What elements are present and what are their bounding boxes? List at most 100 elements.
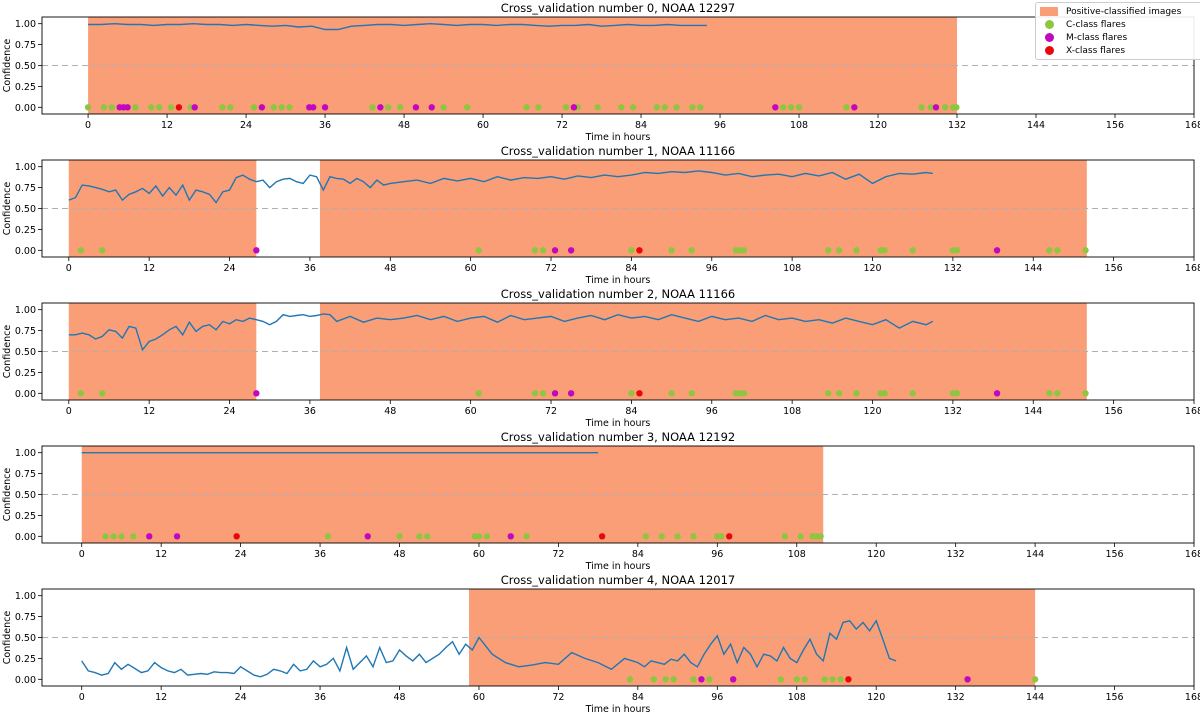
c-flare-point: [155, 104, 163, 111]
x-tick-label: 168: [1185, 406, 1200, 417]
x-axis-label: Time in hours: [585, 418, 651, 429]
c-flare-point: [688, 390, 695, 397]
x-tick-label: 132: [947, 692, 965, 703]
legend: Positive-classified images C-class flare…: [1035, 2, 1200, 60]
c-flare-point: [835, 390, 843, 397]
c-flare-point: [132, 104, 139, 111]
subplot-1: 0 12 24 36 48 60 72 84 96 108 120 132 144 156 168 0.00 0…: [2, 144, 1200, 286]
x-flare-point: [636, 247, 643, 254]
x-tick-label: 12: [143, 406, 155, 417]
x-tick-label: 144: [1024, 263, 1042, 274]
c-flare-point: [793, 676, 800, 683]
x-tick-label: 48: [384, 263, 396, 274]
y-tick-label: 1.00: [15, 305, 36, 316]
m-flare-point: [321, 104, 329, 111]
x-tick-label: 12: [155, 549, 167, 560]
x-tick-label: 72: [545, 406, 557, 417]
x-tick-label: 120: [863, 263, 881, 274]
x-tick-label: 24: [235, 692, 247, 703]
x-tick-label: 144: [1026, 549, 1044, 560]
c-flare-point: [662, 676, 669, 683]
subplot-3: 0 12 24 36 48 60 72 84 96 108 120 132 144 156 168 0.00 0…: [2, 430, 1200, 572]
x-tick-label: 108: [783, 406, 801, 417]
c-flare-point: [777, 676, 785, 683]
x-flare-point: [598, 533, 606, 540]
c-flare-point: [881, 390, 888, 397]
x-flare-point: [175, 104, 183, 111]
y-tick-label: 0.25: [15, 654, 36, 665]
y-tick-label: 1.00: [15, 19, 36, 30]
x-tick-label: 168: [1185, 263, 1200, 274]
c-flare-point: [825, 247, 832, 254]
c-flare-point: [539, 390, 547, 397]
y-tick-label: 0.00: [15, 246, 36, 257]
c-flare-point: [531, 390, 539, 397]
x-tick-label: 0: [66, 263, 72, 274]
c-flare-point: [829, 676, 836, 683]
c-flare-point: [718, 533, 725, 540]
x-tick-label: 72: [552, 692, 564, 703]
y-tick-label: 1.00: [15, 448, 36, 459]
legend-dot-m-class: [1045, 33, 1054, 42]
x-tick-label: 108: [788, 549, 806, 560]
c-flare-point: [396, 104, 404, 111]
c-flare-point: [1054, 390, 1061, 397]
c-flare-point: [1082, 247, 1089, 254]
y-tick-label: 0.50: [15, 204, 36, 215]
x-tick-label: 108: [783, 263, 801, 274]
x-tick-label: 144: [1024, 406, 1042, 417]
y-tick-label: 0.50: [15, 633, 36, 644]
c-flare-point: [668, 390, 675, 397]
c-flare-point: [781, 533, 789, 540]
x-tick-label: 36: [319, 120, 331, 131]
x-flare-point: [636, 390, 643, 397]
c-flare-point: [837, 676, 844, 683]
x-tick-label: 132: [947, 549, 965, 560]
c-flare-point: [629, 104, 637, 111]
c-flare-point: [658, 533, 665, 540]
y-tick-label: 1.00: [15, 162, 36, 173]
x-axis-label: Time in hours: [585, 561, 651, 572]
c-flare-point: [535, 104, 542, 111]
y-tick-label: 0.50: [15, 347, 36, 358]
c-flare-point: [130, 533, 137, 540]
c-flare-point: [628, 390, 635, 397]
c-flare-point: [523, 533, 530, 540]
y-axis-label: Confidence: [2, 39, 13, 93]
c-flare-point: [797, 533, 804, 540]
legend-swatch-positive: [1040, 7, 1058, 16]
c-flare-point: [539, 247, 547, 254]
m-flare-point: [567, 390, 575, 397]
c-flare-point: [918, 104, 925, 111]
x-tick-label: 72: [556, 120, 568, 131]
c-flare-point: [801, 676, 808, 683]
x-tick-label: 132: [944, 263, 962, 274]
m-flare-point: [730, 676, 737, 683]
c-flare-point: [653, 104, 661, 111]
c-flare-point: [881, 247, 888, 254]
x-tick-label: 120: [867, 692, 885, 703]
c-flare-point: [673, 104, 680, 111]
c-flare-point: [278, 104, 285, 111]
m-flare-point: [146, 533, 153, 540]
c-flare-point: [690, 533, 697, 540]
x-axis-label: Time in hours: [585, 275, 651, 286]
y-tick-label: 0.75: [15, 612, 36, 623]
x-tick-label: 96: [711, 692, 723, 703]
m-flare-point: [964, 676, 971, 683]
m-flare-point: [173, 533, 181, 540]
c-flare-point: [795, 104, 803, 111]
m-flare-point: [772, 104, 779, 111]
c-flare-point: [740, 390, 748, 397]
x-tick-label: 96: [706, 406, 718, 417]
x-tick-label: 108: [788, 692, 806, 703]
legend-item-m-class: M-class flares: [1040, 31, 1198, 44]
x-tick-label: 156: [1105, 549, 1123, 560]
c-flare-point: [670, 676, 677, 683]
c-flare-point: [483, 533, 491, 540]
c-flare-point: [668, 247, 675, 254]
m-flare-point: [567, 247, 575, 254]
x-tick-label: 36: [304, 406, 316, 417]
x-tick-label: 12: [155, 692, 167, 703]
m-flare-point: [993, 390, 1001, 397]
